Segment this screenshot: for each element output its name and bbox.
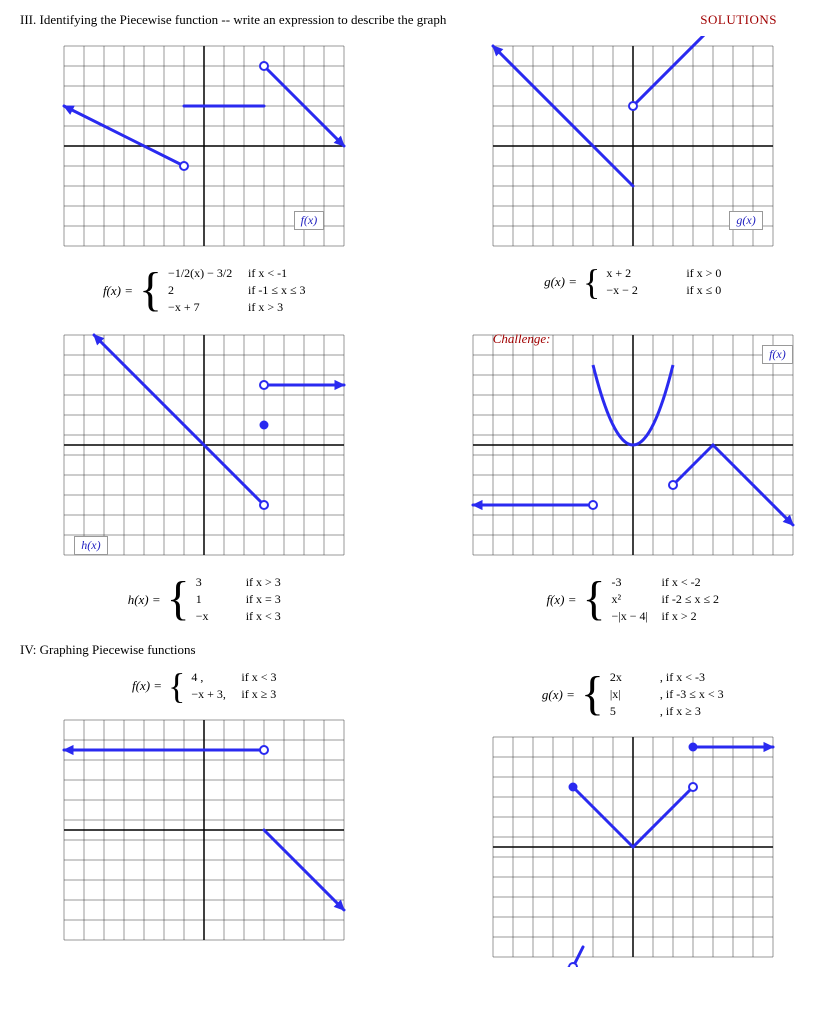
piece-expr: x + 2 — [606, 266, 676, 281]
piece-cond: if -2 ≤ x ≤ 2 — [662, 592, 720, 607]
piece-cond: , if x ≥ 3 — [660, 704, 701, 719]
piece-expr: 2 — [168, 283, 238, 298]
piece-expr: −x − 2 — [606, 283, 676, 298]
piece-expr: -3 — [612, 575, 652, 590]
fn-name: g(x) = — [542, 687, 575, 703]
piecewise-f1: f(x) = { −1/2(x) − 3/2 if x < -1 2 if -1 ≤… — [103, 266, 306, 315]
graph-h: h(x) — [54, 325, 354, 569]
piece-cond: if x ≤ 0 — [686, 283, 721, 298]
brace-icon: { — [583, 580, 606, 618]
piece-expr: |x| — [610, 687, 650, 702]
fn-label-h: h(x) — [74, 536, 107, 555]
piece-cond: if x < 3 — [246, 609, 281, 624]
challenge-label: Challenge: — [493, 331, 551, 347]
piece-expr: 3 — [196, 575, 236, 590]
fn-name: f(x) = — [103, 283, 133, 299]
piece-cond: if x < -2 — [662, 575, 701, 590]
piecewise-h: h(x) = { 3 if x > 3 1 if x = 3 −x if x < 3 — [128, 575, 281, 624]
fn-label-g: g(x) — [729, 211, 762, 230]
piece-expr: −|x − 4| — [612, 609, 652, 624]
section4-title: IV: Graphing Piecewise functions — [20, 642, 817, 658]
piecewise-f5: f(x) = { 4 , if x < 3 −x + 3, if x ≥ 3 — [132, 670, 276, 702]
piecewise-g6: g(x) = { 2x , if x < -3 |x| , if -3 ≤ x < … — [542, 670, 724, 719]
piece-expr: 2x — [610, 670, 650, 685]
piece-cond: if x = 3 — [246, 592, 281, 607]
fn-label-f2: f(x) — [762, 345, 793, 364]
section-title: III. Identifying the Piecewise function … — [20, 12, 446, 28]
brace-icon: { — [168, 672, 185, 701]
graph-f5 — [54, 710, 354, 954]
fn-name: f(x) = — [546, 592, 576, 608]
brace-icon: { — [583, 268, 600, 297]
piecewise-g1: g(x) = { x + 2 if x > 0 −x − 2 if x ≤ 0 — [544, 266, 721, 298]
piece-cond: , if -3 ≤ x < 3 — [660, 687, 724, 702]
fn-name: g(x) = — [544, 274, 577, 290]
piece-expr: 4 , — [191, 670, 231, 685]
piece-cond: if -1 ≤ x ≤ 3 — [248, 283, 306, 298]
fn-name: h(x) = — [128, 592, 161, 608]
piece-cond: if x ≥ 3 — [241, 687, 276, 702]
piece-expr: −x — [196, 609, 236, 624]
piece-expr: −1/2(x) − 3/2 — [168, 266, 238, 281]
piece-expr: 1 — [196, 592, 236, 607]
piece-cond: if x > 2 — [662, 609, 697, 624]
piece-cond: if x < 3 — [241, 670, 276, 685]
piece-cond: if x < -1 — [248, 266, 287, 281]
graph-f1: f(x) — [54, 36, 354, 260]
fn-name: f(x) = — [132, 678, 162, 694]
brace-icon: { — [581, 675, 604, 713]
graph-g6 — [483, 727, 783, 971]
solutions-label: SOLUTIONS — [700, 12, 777, 28]
piece-cond: , if x < -3 — [660, 670, 705, 685]
piece-expr: x² — [612, 592, 652, 607]
piece-expr: −x + 3, — [191, 687, 231, 702]
piecewise-challenge: f(x) = { -3 if x < -2 x² if -2 ≤ x ≤ 2 −|x… — [546, 575, 719, 624]
brace-icon: { — [139, 271, 162, 309]
piece-expr: −x + 7 — [168, 300, 238, 315]
graph-g1: g(x) — [483, 36, 783, 260]
piece-cond: if x > 0 — [686, 266, 721, 281]
graph-challenge: Challenge: f(x) — [463, 325, 803, 569]
brace-icon: { — [167, 580, 190, 618]
piece-cond: if x > 3 — [248, 300, 283, 315]
piece-expr: 5 — [610, 704, 650, 719]
fn-label-f: f(x) — [294, 211, 325, 230]
piece-cond: if x > 3 — [246, 575, 281, 590]
